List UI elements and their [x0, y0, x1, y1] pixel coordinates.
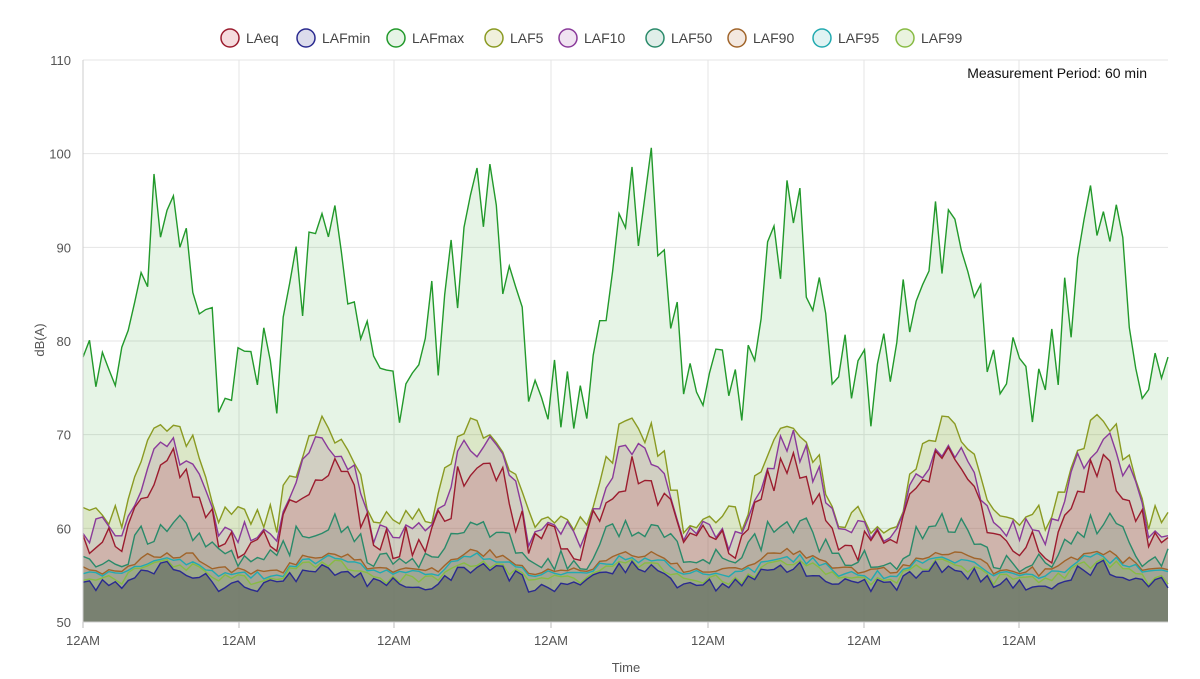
- line-laf95: [82, 552, 1169, 582]
- y-tick-label: 60: [57, 521, 71, 536]
- series-lines: [82, 147, 1169, 593]
- legend-swatch: [812, 28, 832, 48]
- legend-swatch: [296, 28, 316, 48]
- axes: 50 60 70 80 90 100 110 12AM 12AM 12AM 12AM 12AM 12AM…: [49, 53, 1168, 648]
- x-tick-label: 12AM: [534, 633, 568, 648]
- legend-item-laf50[interactable]: LAF50: [645, 28, 712, 48]
- legend-swatch: [895, 28, 915, 48]
- legend-item-laeq[interactable]: LAeq: [220, 28, 279, 48]
- legend-swatch: [220, 28, 240, 48]
- legend-label: LAF10: [584, 30, 625, 46]
- legend-item-laf5[interactable]: LAF5: [484, 28, 544, 48]
- x-tick-label: 12AM: [377, 633, 411, 648]
- line-laf99: [82, 557, 1169, 587]
- legend-label: LAF90: [753, 30, 794, 46]
- y-axis-title: dB(A): [32, 323, 47, 356]
- legend-label: LAF95: [838, 30, 879, 46]
- y-tick-label: 90: [57, 240, 71, 255]
- x-tick-label: 12AM: [691, 633, 725, 648]
- legend-item-laf90[interactable]: LAF90: [727, 28, 794, 48]
- y-tick-label: 70: [57, 428, 71, 443]
- line-laf10: [82, 429, 1169, 553]
- legend-swatch: [645, 28, 665, 48]
- y-tick-label: 100: [49, 147, 71, 162]
- line-lafmax: [82, 147, 1169, 429]
- grid: [82, 59, 1168, 623]
- legend-label: LAeq: [246, 30, 279, 46]
- legend-swatch: [727, 28, 747, 48]
- line-lafmin: [82, 559, 1169, 593]
- legend-label: LAF50: [671, 30, 712, 46]
- x-tick-label: 12AM: [1002, 633, 1036, 648]
- legend-label: LAF99: [921, 30, 962, 46]
- legend-swatch: [484, 28, 504, 48]
- legend: LAeq LAFmin LAFmax LAF5 LAF10 LAF50 LAF90 LAF95…: [220, 28, 962, 48]
- legend-label: LAFmax: [412, 30, 464, 46]
- legend-item-lafmax[interactable]: LAFmax: [386, 28, 464, 48]
- x-tick-label: 12AM: [847, 633, 881, 648]
- area-lafmax: [83, 147, 1168, 623]
- legend-swatch: [558, 28, 578, 48]
- line-laf5: [82, 413, 1169, 535]
- measurement-period-annotation: Measurement Period: 60 min: [967, 65, 1147, 81]
- x-tick-label: 12AM: [66, 633, 100, 648]
- area-lafmin: [83, 560, 1168, 622]
- legend-item-laf99[interactable]: LAF99: [895, 28, 962, 48]
- x-tick-label: 12AM: [222, 633, 256, 648]
- line-laf90: [82, 547, 1169, 578]
- legend-label: LAF5: [510, 30, 544, 46]
- legend-label: LAFmin: [322, 30, 370, 46]
- legend-swatch: [386, 28, 406, 48]
- line-laf50: [82, 511, 1169, 573]
- legend-item-laf10[interactable]: LAF10: [558, 28, 625, 48]
- legend-item-laf95[interactable]: LAF95: [812, 28, 879, 48]
- x-axis-title: Time: [612, 660, 640, 675]
- y-tick-label: 50: [57, 615, 71, 630]
- line-laeq: [82, 445, 1169, 565]
- y-tick-label: 80: [57, 334, 71, 349]
- area-laf10: [83, 430, 1168, 622]
- y-tick-label: 110: [50, 53, 71, 68]
- legend-item-lafmin[interactable]: LAFmin: [296, 28, 370, 48]
